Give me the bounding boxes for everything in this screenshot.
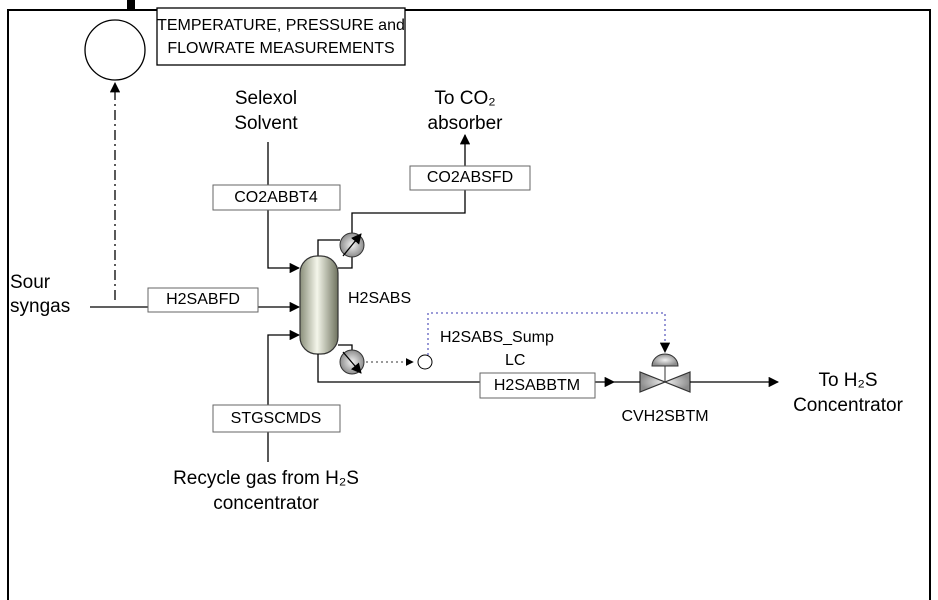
inlet-label: Solvent: [234, 113, 298, 134]
stream-label: CO2ABSFD: [427, 169, 513, 186]
inlet-label: syngas: [10, 296, 70, 317]
stream-line: [267, 142, 301, 274]
inlet-label: Recycle gas from H₂S: [173, 468, 359, 489]
inlet-label: concentrator: [213, 493, 319, 514]
measurement-box: [156, 7, 406, 66]
stream-line: [267, 329, 301, 462]
frame: [7, 0, 931, 600]
inlet-label: Selexol: [235, 88, 297, 109]
stream-label: CO2ABBT4: [234, 189, 318, 206]
outlet-label: To H₂S: [818, 370, 877, 391]
stream-label: H2SABBTM: [494, 377, 580, 394]
level-controller: [417, 354, 433, 370]
measurement-text: TEMPERATURE, PRESSURE and: [157, 17, 405, 34]
heat-exchanger: [339, 232, 365, 258]
inlet-label: Sour: [10, 272, 51, 293]
stream-box: [212, 184, 341, 211]
outlet-label: absorber: [428, 113, 504, 134]
stream-line: [338, 344, 353, 350]
unit-label: H2SABS_Sump: [440, 329, 554, 346]
measurement-circle: [84, 19, 146, 81]
control-valve: [639, 353, 691, 393]
measurement-text: FLOWRATE MEASUREMENTS: [167, 40, 394, 57]
stream-box: [147, 287, 259, 313]
absorber-column: [299, 255, 339, 355]
stream-box: [212, 404, 341, 433]
unit-label: LC: [505, 352, 525, 369]
signal-line: [427, 312, 671, 355]
stream-label: STGSCMDS: [231, 410, 322, 427]
stream-box: [479, 372, 596, 399]
stream-line: [338, 257, 353, 269]
outlet-label: To CO₂: [434, 88, 495, 109]
unit-label: H2SABS: [348, 290, 411, 307]
stream-line: [317, 239, 340, 258]
stream-box: [409, 165, 531, 191]
outlet-label: Concentrator: [793, 395, 904, 416]
heat-exchanger: [339, 349, 365, 375]
unit-label: CVH2SBTM: [621, 408, 708, 425]
stream-label: H2SABFD: [166, 291, 240, 308]
